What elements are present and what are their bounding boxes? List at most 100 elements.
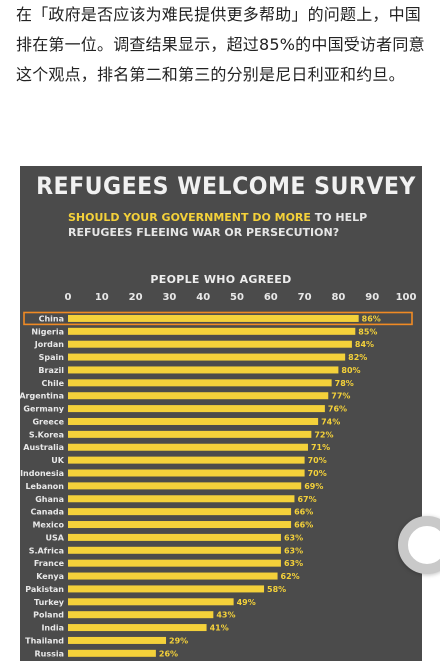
category-label-12: Indonesia: [20, 469, 64, 478]
value-label-24: 41%: [210, 624, 229, 633]
x-axis-title: PEOPLE WHO AGREED: [150, 273, 292, 286]
category-label-15: Canada: [31, 508, 65, 517]
x-tick-label-8: 80: [331, 292, 345, 303]
value-label-20: 62%: [281, 572, 300, 581]
category-label-16: Mexico: [32, 521, 64, 530]
bar-15: [68, 508, 292, 516]
floating-action-button[interactable]: [398, 516, 440, 574]
value-label-14: 67%: [297, 495, 316, 504]
value-label-21: 58%: [267, 585, 286, 594]
x-tick-label-4: 40: [196, 292, 210, 303]
category-label-4: Brazil: [38, 366, 64, 375]
category-label-26: Russia: [34, 649, 64, 658]
x-tick-label-7: 70: [298, 292, 312, 303]
category-label-7: Germany: [23, 405, 64, 414]
chart-title: REFUGEES WELCOME SURVEY: [36, 172, 416, 200]
bar-18: [68, 546, 281, 554]
value-label-11: 70%: [308, 456, 327, 465]
bar-17: [68, 533, 281, 541]
x-tick-label-9: 90: [365, 292, 379, 303]
category-label-14: Ghana: [35, 495, 64, 504]
value-label-8: 74%: [321, 417, 340, 426]
bar-14: [68, 495, 295, 503]
value-label-15: 66%: [294, 508, 313, 517]
bar-11: [68, 456, 305, 464]
category-label-19: France: [34, 559, 65, 568]
bar-4: [68, 366, 339, 374]
value-label-4: 80%: [341, 366, 360, 375]
category-label-1: Nigeria: [31, 327, 64, 336]
survey-chart: REFUGEES WELCOME SURVEY SHOULD YOUR GOVE…: [20, 166, 422, 661]
x-tick-label-1: 10: [95, 292, 109, 303]
category-label-10: Australia: [23, 443, 64, 452]
category-label-25: Thailand: [25, 636, 64, 645]
category-label-21: Pakistan: [25, 585, 64, 594]
category-label-0: China: [39, 314, 64, 323]
value-label-26: 26%: [159, 649, 178, 658]
bar-19: [68, 559, 281, 567]
article-paragraph: 在「政府是否应该为难民提供更多帮助」的问题上，中国排在第一位。调查结果显示，超过…: [16, 5, 425, 84]
bar-13: [68, 482, 302, 490]
value-label-22: 49%: [237, 598, 256, 607]
bar-2: [68, 340, 352, 348]
highlight-outline-0: [23, 311, 413, 326]
bar-6: [68, 392, 329, 400]
value-label-1: 85%: [358, 327, 377, 336]
category-label-17: USA: [46, 533, 65, 542]
category-label-9: S.Korea: [29, 430, 64, 439]
bar-12: [68, 469, 305, 477]
bar-23: [68, 611, 214, 619]
x-tick-label-6: 60: [264, 292, 278, 303]
category-label-18: S.Africa: [29, 546, 64, 555]
chart-subtitle-highlight: SHOULD YOUR GOVERNMENT DO MORE: [68, 211, 311, 224]
x-tick-label-5: 50: [230, 292, 244, 303]
value-label-9: 72%: [314, 430, 333, 439]
bar-21: [68, 585, 265, 593]
category-label-11: UK: [51, 456, 64, 465]
bar-chart-plot: 0 10 20 30 40 50 60 70 80 90 100 China 86% Nigeria 85%…: [20, 292, 417, 658]
category-label-3: Spain: [39, 353, 65, 362]
bar-9: [68, 430, 312, 438]
category-label-24: India: [41, 624, 64, 633]
category-label-5: Chile: [42, 379, 65, 388]
bar-1: [68, 327, 356, 335]
value-label-5: 78%: [335, 379, 354, 388]
value-label-23: 43%: [216, 611, 235, 620]
value-label-2: 84%: [355, 340, 374, 349]
x-tick-label-3: 30: [162, 292, 176, 303]
bar-20: [68, 572, 278, 580]
value-label-12: 70%: [308, 469, 327, 478]
category-label-2: Jordan: [34, 340, 65, 349]
value-label-3: 82%: [348, 353, 367, 362]
value-label-0: 86%: [362, 314, 381, 323]
category-label-6: Argentina: [20, 392, 64, 401]
value-label-25: 29%: [169, 636, 188, 645]
bar-25: [68, 636, 167, 644]
category-label-8: Greece: [32, 417, 64, 426]
value-label-13: 69%: [304, 482, 323, 491]
bar-3: [68, 353, 346, 361]
bar-22: [68, 598, 234, 606]
chart-subtitle: SHOULD YOUR GOVERNMENT DO MORE TO HELP R…: [68, 210, 408, 240]
value-label-10: 71%: [311, 443, 330, 452]
category-label-23: Poland: [33, 611, 64, 620]
x-tick-label-10: 100: [396, 292, 417, 303]
x-tick-label-0: 0: [65, 292, 72, 303]
value-label-18: 63%: [284, 546, 303, 555]
bar-8: [68, 417, 319, 425]
value-label-6: 77%: [331, 392, 350, 401]
value-label-7: 76%: [328, 405, 347, 414]
value-label-17: 63%: [284, 533, 303, 542]
bar-7: [68, 405, 325, 413]
category-label-13: Lebanon: [25, 482, 64, 491]
chart-subtitle-rest: TO HELP REFUGEES FLEEING WAR OR PERSECUT…: [68, 211, 368, 239]
value-label-19: 63%: [284, 559, 303, 568]
bar-0: [68, 314, 359, 322]
bar-10: [68, 443, 308, 451]
bar-16: [68, 521, 292, 529]
category-label-20: Kenya: [36, 572, 64, 581]
bar-24: [68, 624, 207, 632]
bar-26: [68, 649, 156, 657]
value-label-16: 66%: [294, 521, 313, 530]
x-tick-label-2: 20: [129, 292, 143, 303]
